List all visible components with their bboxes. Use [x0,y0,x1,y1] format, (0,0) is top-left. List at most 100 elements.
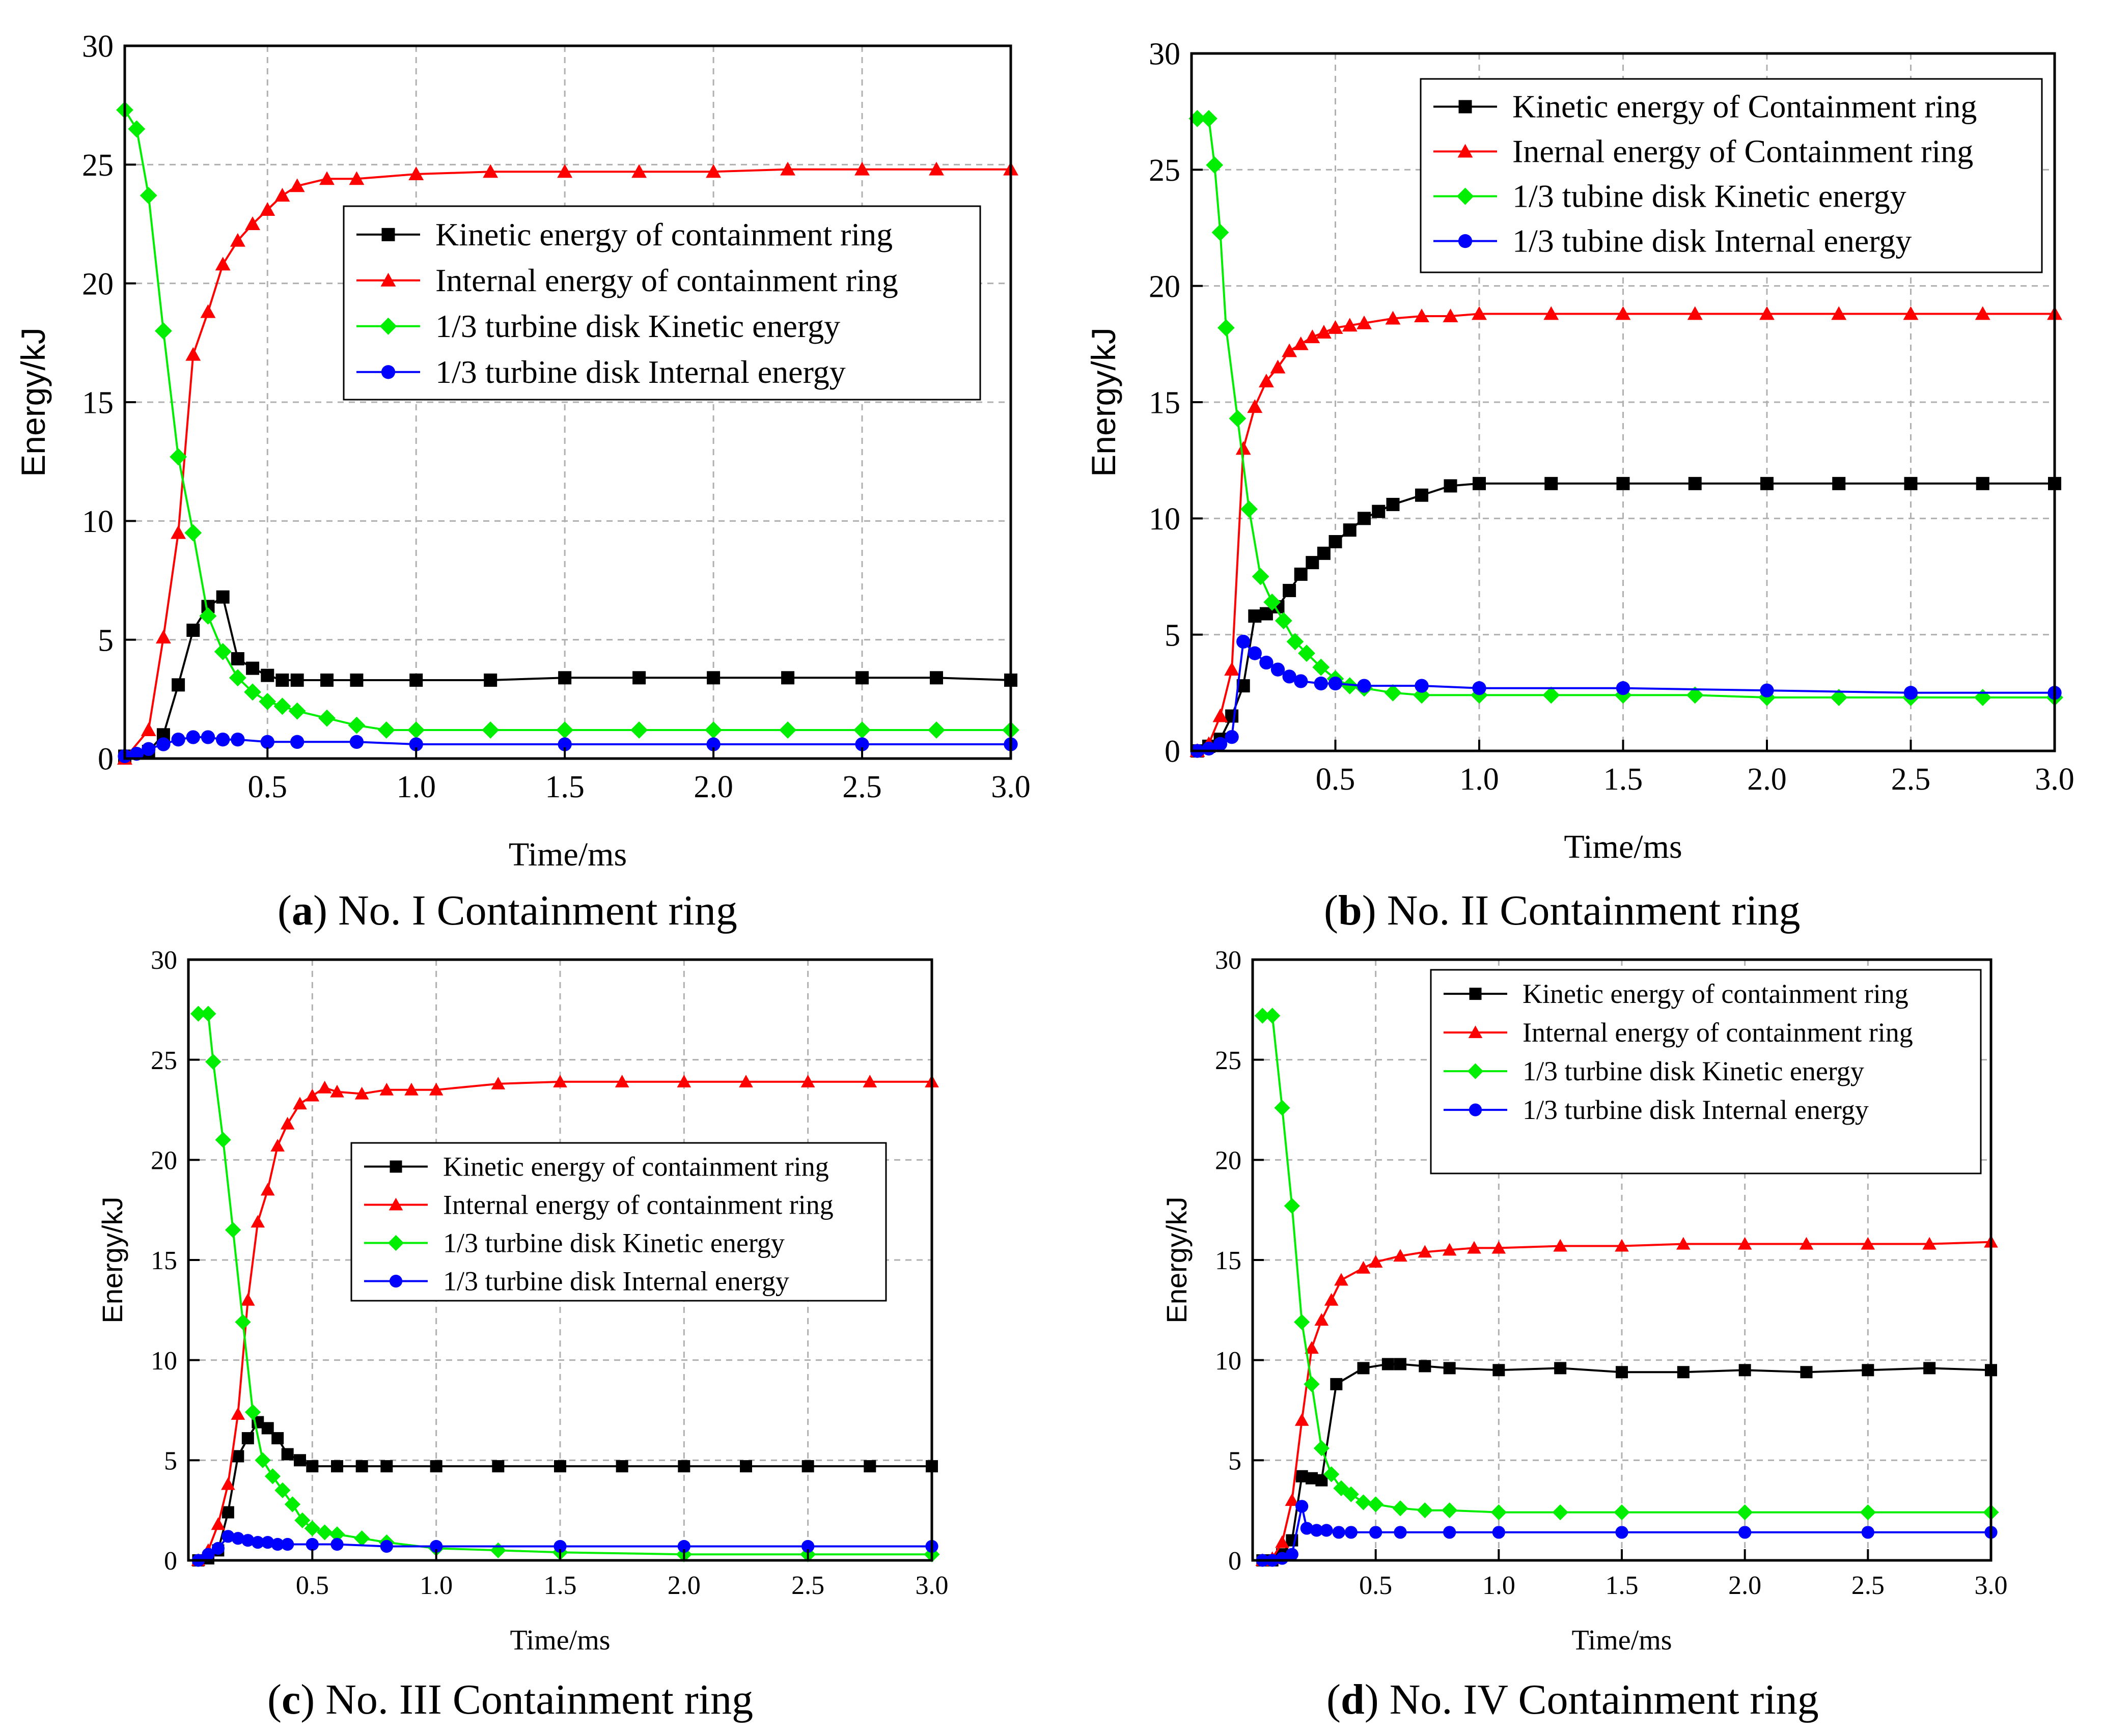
triangle-marker [483,164,499,178]
square-marker [275,674,289,687]
y-tick-label: 20 [1149,269,1180,304]
diamond-marker [1217,319,1235,337]
square-marker [246,661,260,675]
triangle-marker [1676,1237,1691,1250]
circle-marker [409,737,423,751]
diamond-marker [244,1404,261,1420]
legend-label: 1/3 tubine disk Internal energy [1512,223,1912,259]
square-marker [1832,477,1846,490]
square-marker [1760,477,1774,490]
circle-marker [216,733,230,747]
circle-marker [1469,1103,1482,1116]
y-tick-label: 10 [151,1347,177,1376]
x-tick-label: 1.0 [420,1571,453,1600]
square-marker [216,590,230,604]
square-marker [390,1160,402,1173]
triangle-marker [1305,329,1320,344]
triangle-marker [1442,1243,1457,1256]
x-tick-label: 2.5 [1851,1571,1885,1600]
diamond-marker [348,716,366,734]
triangle-marker [780,161,796,176]
diamond-marker [205,1054,222,1070]
circle-marker [281,1537,294,1551]
circle-marker [1760,683,1774,697]
diamond-marker [128,120,146,138]
x-tick-label: 2.0 [694,770,733,804]
triangle-marker [260,202,275,216]
square-marker [554,1460,566,1473]
circle-marker [186,730,200,744]
square-marker [484,674,497,687]
triangle-marker [739,1075,753,1087]
series-line [1197,482,2055,752]
triangle-marker [1903,306,1919,320]
circle-marker [1458,234,1473,248]
diamond-marker [215,1132,231,1148]
legend-label: 1/3 turbine disk Internal energy [435,354,846,390]
triangle-marker [1357,315,1372,329]
triangle-marker [1467,1241,1481,1254]
triangle-marker [389,1197,403,1211]
circle-marker [231,1532,244,1545]
diamond-marker [1254,1007,1270,1024]
diamond-marker [304,1520,320,1536]
triangle-marker [280,1116,295,1130]
square-marker [1473,477,1486,490]
diamond-marker [190,1005,207,1022]
square-marker [1306,556,1319,570]
y-tick-label: 20 [82,267,114,301]
diamond-marker [225,1222,241,1238]
diamond-marker [1552,1504,1568,1521]
triangle-marker [1285,1493,1299,1506]
circle-marker [1320,1524,1333,1537]
square-marker [409,674,423,687]
circle-marker [231,733,245,747]
triangle-marker [155,630,171,643]
y-tick-label: 15 [1149,386,1180,421]
circle-marker [389,1274,403,1288]
x-tick-label: 3.0 [916,1571,949,1600]
triangle-marker [1368,1255,1383,1268]
y-tick-label: 30 [82,30,114,64]
caption-text: No. I Containment ring [338,887,737,934]
diamond-marker [630,721,648,739]
circle-marker [1310,1524,1323,1537]
triangle-marker [1414,309,1429,322]
diamond-marker [1974,689,1991,706]
diamond-marker [1240,500,1258,518]
diamond-marker [317,1524,333,1541]
triangle-marker [404,1082,419,1096]
legend-box [343,205,981,401]
triangle-marker [615,1075,629,1087]
circle-marker [260,735,274,749]
triangle-marker [354,1086,369,1100]
square-marker [855,671,869,685]
y-tick-label: 10 [1215,1347,1241,1376]
x-tick-label: 1.5 [545,770,585,804]
x-tick-label: 3.0 [991,770,1031,804]
diamond-marker [1737,1504,1753,1521]
legend-label: Internal energy of containment ring [435,262,898,298]
triangle-marker [379,1082,394,1096]
caption-a: (a) No. I Containment ring [278,887,737,934]
circle-marker [241,1534,255,1547]
caption-text: No. IV Containment ring [1389,1676,1819,1723]
diamond-marker [1274,1100,1290,1116]
legend-box [1430,969,1982,1174]
square-marker [355,1460,368,1473]
chart-panel-d: 0.5 1.0 1.5 2.0 2.5 3.0 0 5 10 15 20 25 30 Time/ms Ene… [1160,946,2008,1656]
triangle-marker [241,1293,255,1306]
triangle-marker [706,164,722,178]
triangle-marker [1922,1237,1936,1250]
circle-marker [1295,1500,1309,1513]
circle-marker [1443,1526,1456,1539]
square-marker [271,1432,284,1445]
square-marker [801,1460,814,1473]
x-tick-label: 1.5 [544,1571,577,1600]
square-marker [1415,488,1428,502]
triangle-marker [1334,1273,1348,1286]
square-marker [492,1460,505,1473]
circle-marker [1248,646,1262,660]
series-line [124,109,1011,731]
circle-marker [1394,1526,1407,1539]
